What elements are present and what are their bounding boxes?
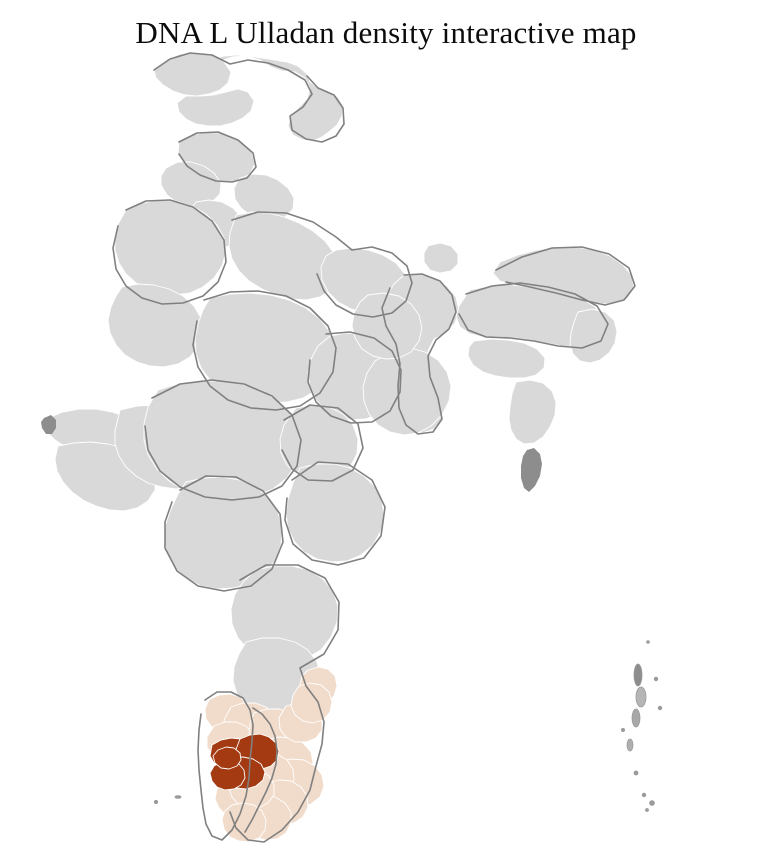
state-border-mp [193,291,336,410]
district-ladakh-north[interactable] [177,89,254,126]
state-border-north [154,53,344,142]
page-title: DNA L Ulladan density interactive map [135,15,637,50]
district-nagaland-manipur[interactable] [570,309,617,363]
state-border-up-bihar [232,212,412,317]
island-great-nicobar[interactable] [650,801,655,806]
accent-kutch-west [41,415,56,434]
island-middle-andaman[interactable] [636,687,646,707]
district-sikkim[interactable] [424,243,458,273]
state-border-maharashtra [145,380,301,500]
state-borders-layer [113,53,635,842]
island-rutland[interactable] [621,728,624,731]
andaman-nicobar-islands[interactable] [621,641,661,812]
state-border-northeast [459,283,608,348]
state-border-himachal-punjab [179,132,256,182]
island-south-andaman[interactable] [632,709,640,727]
state-border-kerala [198,692,253,840]
state-border-kerala-east [245,708,277,832]
island-little-nicobar[interactable] [646,809,649,812]
islands-layer[interactable] [154,641,662,812]
island-little-andaman[interactable] [627,739,633,751]
state-border-wb [382,274,456,434]
island-narcondam[interactable] [658,706,662,710]
india-choropleth-map[interactable] [0,50,772,854]
district-andhra-pradesh[interactable] [286,464,384,562]
map-canvas[interactable] [0,50,772,854]
state-border-karnataka [165,476,283,591]
district-meghalaya[interactable] [468,339,545,378]
island-camorta[interactable] [642,793,646,797]
district-salem-low[interactable] [291,683,332,723]
accent-sundarbans [521,448,542,492]
district-gujarat-main[interactable] [108,284,203,367]
district-tripura-mizoram[interactable] [509,380,556,444]
island-minicoy[interactable] [175,796,181,799]
state-border-chhattisgarh-odisha [308,332,401,423]
island-kavaratti[interactable] [154,800,157,803]
island-landfall[interactable] [647,641,650,644]
island-barren[interactable] [654,677,658,681]
state-border-rajasthan-gujarat [113,200,226,304]
district-madhya-pradesh[interactable] [195,293,335,403]
lakshadweep-islands[interactable] [154,796,181,804]
district-kerala-high-link[interactable] [213,747,241,769]
coastal-accents-layer [41,415,542,492]
island-north-andaman[interactable] [634,664,642,686]
state-border-andhra [285,462,385,565]
state-border-tamilnadu [230,565,339,842]
state-border-arunachal [496,247,635,305]
island-car-nicobar[interactable] [634,771,638,775]
